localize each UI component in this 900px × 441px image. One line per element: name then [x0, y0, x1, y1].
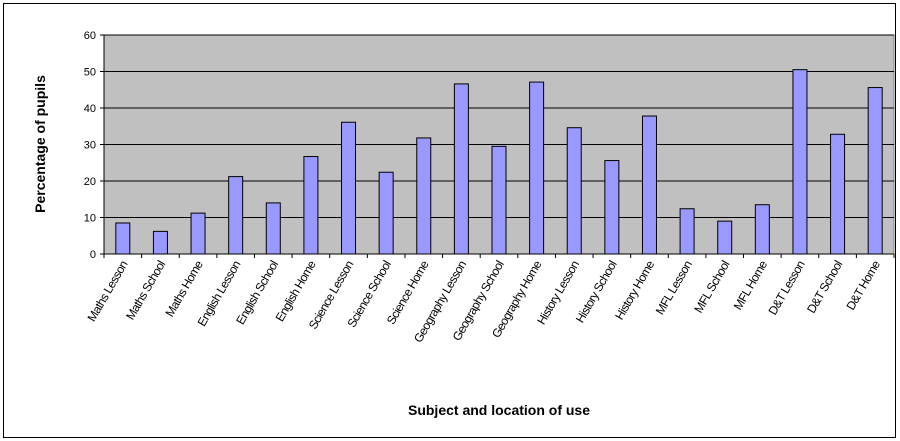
- y-tick-label: 0: [90, 249, 96, 261]
- x-tick-label: Maths Home: [163, 258, 207, 320]
- y-tick-label: 10: [84, 213, 96, 225]
- bar: [717, 220, 733, 255]
- bar: [754, 204, 770, 255]
- x-tick-label: D&T Home: [844, 258, 884, 313]
- bar: [792, 69, 808, 255]
- y-tick-label: 20: [84, 176, 96, 188]
- x-tick-label: MFL Lesson: [653, 259, 695, 318]
- bar: [867, 87, 883, 255]
- bar: [115, 222, 131, 255]
- bar: [265, 202, 281, 255]
- bar: [679, 208, 695, 255]
- bar: [830, 133, 846, 255]
- bar: [190, 212, 206, 255]
- bar: [152, 230, 168, 255]
- y-tick-label: 60: [84, 30, 96, 42]
- bar: [341, 121, 357, 255]
- bar: [604, 160, 620, 255]
- bar: [416, 137, 432, 255]
- x-axis-ticks: [103, 254, 895, 258]
- bar: [566, 127, 582, 255]
- x-tick-label: MFL School: [691, 259, 732, 316]
- x-tick-label: MFL Home: [731, 258, 771, 313]
- x-tick-label: History Home: [612, 258, 657, 323]
- y-axis-ticks: 0 10 20 30 40 50 60: [84, 30, 104, 261]
- bar: [453, 83, 469, 255]
- y-tick-label: 30: [84, 140, 96, 152]
- bar: [228, 176, 244, 255]
- x-tick-label: D&T Lesson: [766, 259, 808, 318]
- y-tick-label: 40: [84, 103, 96, 115]
- bar: [529, 81, 545, 255]
- y-axis-title: Percentage of pupils: [32, 75, 48, 213]
- x-tick-label: D&T School: [804, 259, 845, 316]
- y-tick-label: 50: [84, 67, 96, 79]
- bar: [491, 145, 507, 255]
- bar: [303, 156, 319, 255]
- bar: [378, 171, 394, 255]
- bar: [641, 115, 657, 255]
- x-axis-title: Subject and location of use: [408, 402, 590, 418]
- x-tick-label: Maths School: [123, 259, 168, 323]
